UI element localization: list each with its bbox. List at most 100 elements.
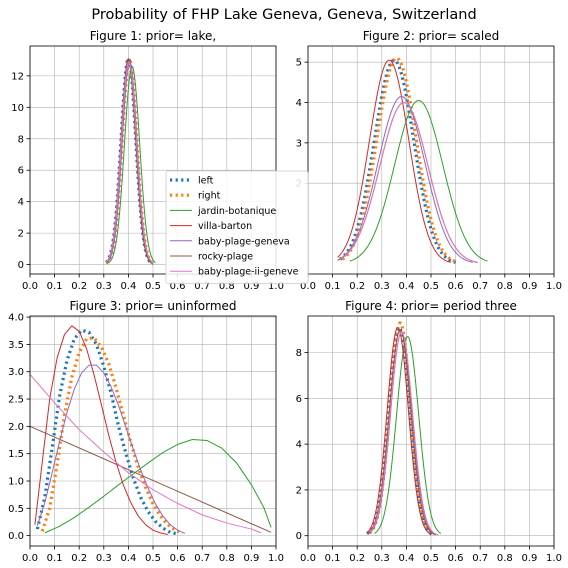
- panel-3-ytick-5: 2.5: [8, 395, 24, 406]
- legend-label-jardin-botanique: jardin-botanique: [197, 206, 276, 217]
- panel-1-xtick-2: 0.2: [71, 281, 87, 292]
- panel-2-line-right: [341, 56, 457, 264]
- panel-4: Figure 4: prior= period three 0.0 0.1 0.2 0.…: [296, 299, 562, 564]
- panel-4-ytick-2: 4: [296, 440, 302, 451]
- panel-3-series: [30, 325, 272, 536]
- panel-4-xtick-3: 0.3: [374, 553, 390, 564]
- panel-1-xtick-1: 0.1: [47, 281, 63, 292]
- panel-1-xtick-3: 0.3: [96, 281, 112, 292]
- panel-3-xtick-0: 0.0: [22, 553, 38, 564]
- panel-1-xtick-10: 1.0: [268, 281, 284, 292]
- panel-3-ytick-3: 1.5: [8, 449, 24, 460]
- panel-3-xtick-4: 0.4: [120, 553, 136, 564]
- panel-4-xtick-0: 0.0: [300, 553, 316, 564]
- legend-label-baby-plage-ii-geneve: baby-plage-ii-geneve: [198, 267, 299, 278]
- panel-4-title: Figure 4: prior= period three: [345, 299, 517, 313]
- panel-1-ytick-1: 2: [18, 229, 24, 240]
- panel-2-xtick-7: 0.7: [472, 281, 488, 292]
- panel-4-xtick-10: 1.0: [546, 553, 562, 564]
- panel-4-xtick-4: 0.4: [398, 553, 414, 564]
- panel-2-series: [337, 56, 488, 264]
- panel-1-line-baby-plage-ii-geneve: [105, 61, 154, 264]
- panel-2-xtick-3: 0.3: [374, 281, 390, 292]
- panel-1-series: [105, 56, 156, 266]
- panel-4-line-baby-plage-ii-geneve: [369, 331, 439, 536]
- panel-4-line-rocky-plage: [366, 329, 437, 536]
- panel-4-xtick-7: 0.7: [472, 553, 488, 564]
- panel-2-ytick-1: 3: [296, 138, 302, 149]
- panel-2-xtick-4: 0.4: [398, 281, 414, 292]
- panel-1-xtick-8: 0.8: [219, 281, 235, 292]
- panel-2-xtick-10: 1.0: [546, 281, 562, 292]
- panel-2-ytick-3: 5: [296, 58, 302, 69]
- panel-1-xtick-0: 0.0: [22, 281, 38, 292]
- legend: left right jardin-botanique villa-barton bab…: [165, 170, 309, 284]
- panel-4-line-jardin-botanique: [374, 336, 442, 534]
- panel-4-ytick-3: 6: [296, 394, 302, 405]
- panel-4-xtick-1: 0.1: [325, 553, 341, 564]
- legend-label-baby-plage-geneva: baby-plage-geneva: [198, 236, 290, 247]
- panel-3-xtick-3: 0.3: [96, 553, 112, 564]
- panel-3-line-rocky-plage: [30, 425, 272, 533]
- panel-3: Figure 3: prior= uninformed 0.0 0.1 0.2 0.3 0…: [8, 299, 284, 564]
- panel-4-series: [366, 321, 442, 537]
- panel-3-ytick-0: 0.0: [8, 531, 24, 542]
- panel-3-ytick-1: 0.5: [8, 504, 24, 515]
- panel-1-ytick-6: 12: [11, 71, 24, 82]
- legend-label-rocky-plage: rocky-plage: [198, 252, 253, 263]
- panel-3-line-jardin-botanique: [44, 438, 272, 534]
- panel-4-xtick-2: 0.2: [349, 553, 365, 564]
- panel-4-xtick-9: 0.9: [521, 553, 537, 564]
- panel-3-line-baby-plage-geneva: [36, 364, 186, 534]
- panel-1-xtick-7: 0.7: [194, 281, 210, 292]
- panel-2-line-villa-barton: [337, 59, 451, 263]
- panel-4-xtick-5: 0.5: [423, 553, 439, 564]
- panel-1-title: Figure 1: prior= lake,: [90, 29, 216, 43]
- panel-1-line-jardin-botanique: [108, 65, 156, 264]
- panel-2-xtick-2: 0.2: [349, 281, 365, 292]
- panel-4-ytick-1: 2: [296, 485, 302, 496]
- panel-2-ytick-2: 4: [296, 98, 302, 109]
- panel-1-ytick-4: 8: [18, 134, 24, 145]
- panel-3-ytick-8: 4.0: [8, 313, 24, 324]
- panel-2-xtick-1: 0.1: [325, 281, 341, 292]
- panel-2-line-left: [339, 58, 457, 264]
- panel-1-xtick-4: 0.4: [120, 281, 136, 292]
- panel-3-ytick-2: 1.0: [8, 476, 24, 487]
- panel-2-xtick-8: 0.8: [497, 281, 513, 292]
- panel-2-xtick-0: 0.0: [300, 281, 316, 292]
- legend-label-right: right: [198, 191, 221, 202]
- panel-3-ytick-6: 3.0: [8, 367, 24, 378]
- panel-4-xtick-8: 0.8: [497, 553, 513, 564]
- legend-box: [165, 170, 309, 284]
- panel-2-line-jardin-botanique: [349, 99, 488, 262]
- panel-3-xtick-5: 0.5: [145, 553, 161, 564]
- panel-1-ytick-5: 10: [11, 103, 24, 114]
- panel-4-ytick-0: 0: [296, 531, 302, 542]
- panel-1-ytick-0: 0: [18, 260, 24, 271]
- panel-4-ytick-4: 8: [296, 348, 302, 359]
- panel-3-xtick-9: 0.9: [243, 553, 259, 564]
- panel-1-ytick-2: 4: [18, 197, 24, 208]
- panel-3-line-baby-plage-ii-geneve: [30, 374, 262, 534]
- panel-3-line-right: [40, 336, 184, 535]
- panel-1-xtick-9: 0.9: [243, 281, 259, 292]
- panel-3-xtick-6: 0.6: [170, 553, 186, 564]
- legend-label-left: left: [198, 176, 214, 187]
- panel-3-xtick-1: 0.1: [47, 553, 63, 564]
- panel-4-line-right: [368, 321, 435, 536]
- panel-1-ytick-3: 6: [18, 166, 24, 177]
- panel-1-xtick-6: 0.6: [170, 281, 186, 292]
- panel-2-line-baby-plage-geneva: [339, 95, 473, 263]
- panel-3-xtick-8: 0.8: [219, 553, 235, 564]
- panel-4-line-villa-barton: [366, 327, 432, 535]
- panel-3-xtick-10: 1.0: [268, 553, 284, 564]
- panel-3-ytick-4: 2.0: [8, 422, 24, 433]
- panel-2-title: Figure 2: prior= scaled: [363, 29, 500, 43]
- panel-3-title: Figure 3: prior= uninformed: [69, 299, 236, 313]
- panel-2-xtick-6: 0.6: [448, 281, 464, 292]
- panel-2: Figure 2: prior= scaled 0.0 0.1 0.2 0.3 0.4 0.…: [296, 29, 562, 292]
- panel-2-xtick-9: 0.9: [521, 281, 537, 292]
